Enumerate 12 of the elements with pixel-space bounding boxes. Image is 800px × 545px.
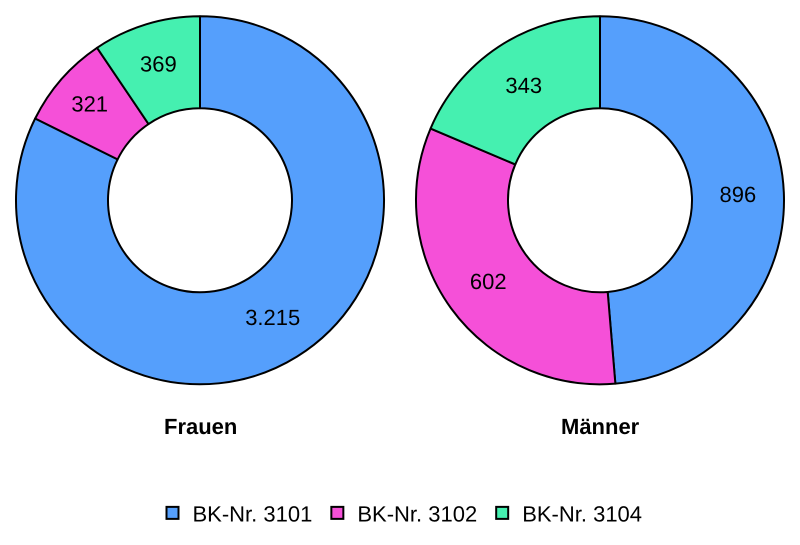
donut-slice: [15, 15, 385, 386]
legend-label: BK-Nr. 3101: [192, 501, 312, 526]
data-label: 321: [71, 91, 108, 116]
data-label: 343: [505, 72, 542, 98]
data-label: 602: [470, 268, 507, 294]
data-label: 896: [720, 182, 756, 208]
text: Männer: [561, 414, 640, 439]
data-label: 3.215: [245, 305, 300, 330]
text: Frauen: [164, 414, 238, 439]
legend-label: BK-Nr. 3102: [357, 501, 478, 526]
data-label: 369: [140, 52, 177, 77]
legend-label: BK-Nr. 3104: [522, 501, 642, 526]
